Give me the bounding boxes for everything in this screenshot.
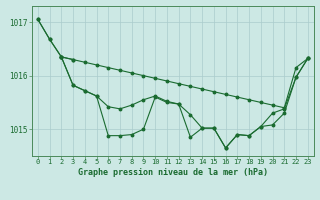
- X-axis label: Graphe pression niveau de la mer (hPa): Graphe pression niveau de la mer (hPa): [78, 168, 268, 177]
